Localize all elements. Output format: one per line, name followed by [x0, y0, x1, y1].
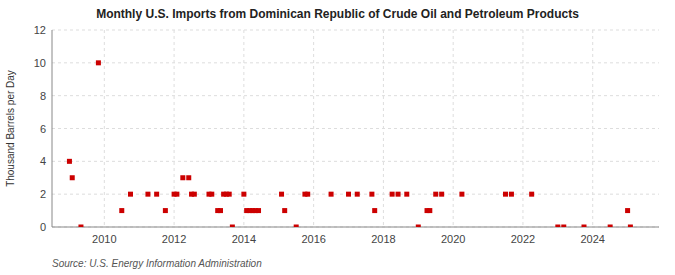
point	[555, 225, 560, 228]
y-tick-label: 2	[40, 188, 46, 200]
x-tick-label: 2014	[232, 233, 256, 245]
point	[625, 208, 630, 213]
y-axis-line	[52, 30, 53, 227]
x-tick-label: 2012	[162, 233, 186, 245]
point	[256, 208, 261, 213]
point	[355, 192, 360, 197]
point	[78, 225, 83, 228]
point	[459, 192, 464, 197]
x-tick-label: 2010	[92, 233, 116, 245]
point	[503, 192, 508, 197]
point	[174, 192, 179, 197]
point	[628, 225, 633, 228]
point	[218, 208, 223, 213]
point	[230, 225, 235, 228]
point	[186, 175, 191, 180]
x-grid-line	[104, 30, 105, 227]
y-grid-line	[52, 62, 659, 63]
point	[128, 192, 133, 197]
point	[433, 192, 438, 197]
point	[608, 225, 613, 228]
point	[509, 192, 514, 197]
point	[561, 225, 566, 228]
x-grid-line	[174, 30, 175, 227]
point	[96, 60, 101, 65]
point	[163, 208, 168, 213]
x-tick-label: 2020	[441, 233, 465, 245]
point	[145, 192, 150, 197]
y-grid-line	[52, 128, 659, 129]
x-grid-line	[383, 30, 384, 227]
grid	[52, 30, 659, 227]
x-tick-label: 2022	[511, 233, 535, 245]
x-tick-label: 2024	[580, 233, 604, 245]
point	[581, 225, 586, 228]
points	[67, 60, 633, 227]
x-grid-line	[313, 30, 314, 227]
y-tick-label: 8	[40, 90, 46, 102]
x-grid-line	[522, 30, 523, 227]
x-grid-line	[453, 30, 454, 227]
point	[154, 192, 159, 197]
point	[329, 192, 334, 197]
y-axis-label: Thousand Barrels per Day	[5, 70, 16, 187]
y-tick-label: 0	[40, 221, 46, 233]
point	[180, 175, 185, 180]
point	[227, 192, 232, 197]
title: Monthly U.S. Imports from Dominican Repu…	[96, 7, 579, 21]
point	[209, 192, 214, 197]
y-grid-line	[52, 30, 659, 31]
y-grid-line	[52, 161, 659, 162]
point	[241, 192, 246, 197]
chart: Monthly U.S. Imports from Dominican Repu…	[0, 0, 675, 275]
point	[305, 192, 310, 197]
point	[404, 192, 409, 197]
point	[439, 192, 444, 197]
point	[396, 192, 401, 197]
point	[279, 192, 284, 197]
y-grid-line	[52, 95, 659, 96]
point	[346, 192, 351, 197]
y-tick-label: 6	[40, 123, 46, 135]
point	[282, 208, 287, 213]
point	[294, 225, 299, 228]
x-grid-line	[592, 30, 593, 227]
y-tick-label: 12	[34, 24, 46, 36]
y-grid-line	[52, 227, 659, 228]
point	[70, 175, 75, 180]
point	[390, 192, 395, 197]
x-axis-line	[52, 227, 659, 228]
point	[67, 159, 72, 164]
point	[416, 225, 421, 228]
y-tick-label: 4	[40, 155, 46, 167]
point	[427, 208, 432, 213]
point	[369, 192, 374, 197]
x-grid-line	[243, 30, 244, 227]
y-tick-label: 10	[34, 57, 46, 69]
point	[372, 208, 377, 213]
x-tick-label: 2016	[301, 233, 325, 245]
source: Source: U.S. Energy Information Administ…	[52, 258, 262, 269]
point	[119, 208, 124, 213]
point	[529, 192, 534, 197]
point	[192, 192, 197, 197]
x-tick-label: 2018	[371, 233, 395, 245]
